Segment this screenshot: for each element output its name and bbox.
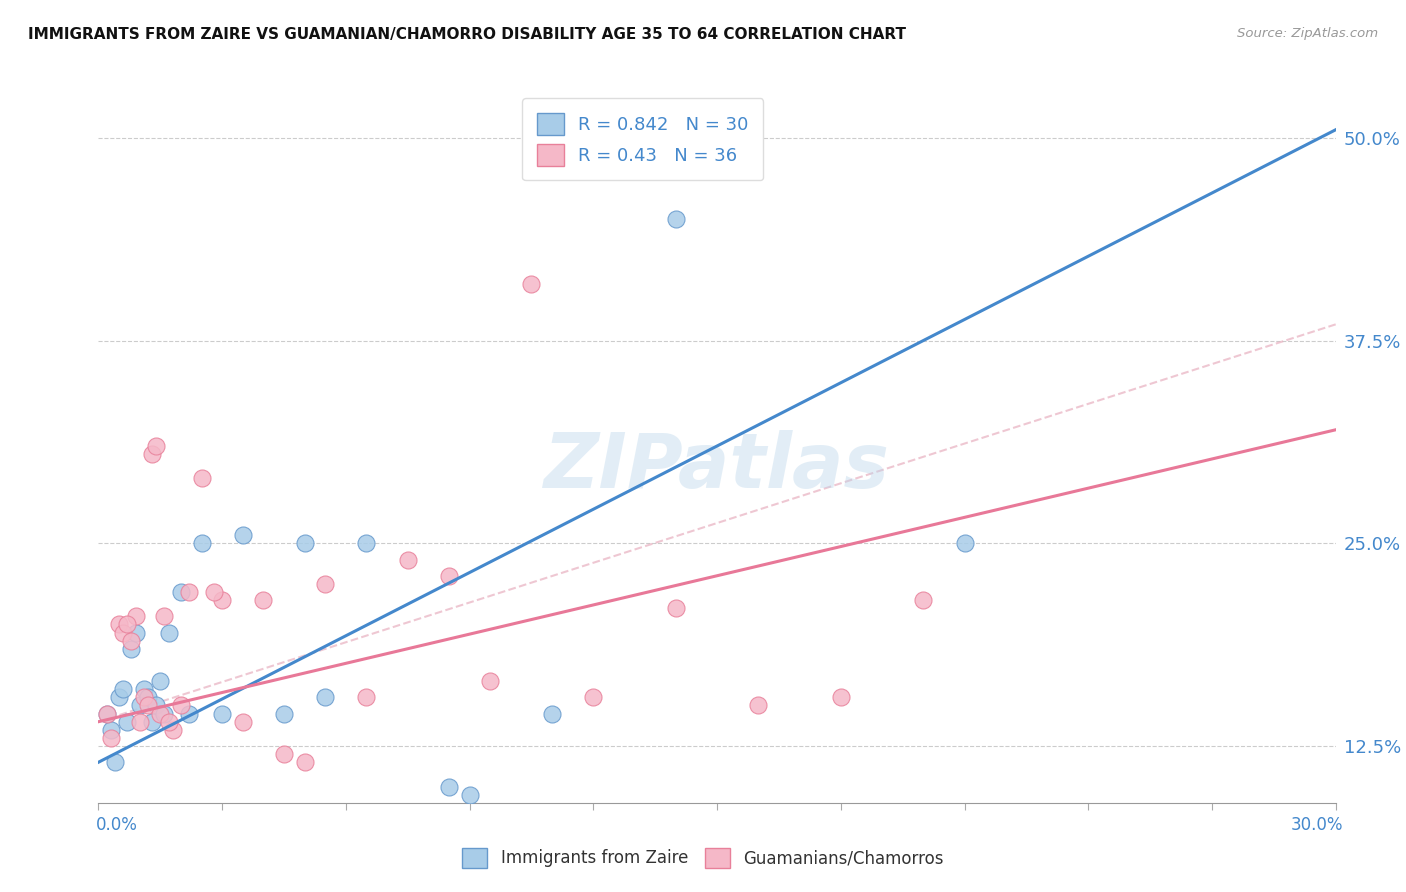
Point	[582, 690, 605, 705]
Text: 30.0%: 30.0%	[1291, 816, 1343, 834]
Point	[128, 714, 150, 729]
Text: 0.0%: 0.0%	[96, 816, 138, 834]
Point	[232, 528, 254, 542]
Legend: Immigrants from Zaire, Guamanians/Chamorros: Immigrants from Zaire, Guamanians/Chamor…	[456, 841, 950, 875]
Point	[141, 714, 163, 729]
Point	[396, 552, 419, 566]
Point	[153, 706, 176, 721]
Point	[108, 690, 131, 705]
Legend: R = 0.842   N = 30, R = 0.43   N = 36: R = 0.842 N = 30, R = 0.43 N = 36	[523, 98, 763, 180]
Point	[179, 585, 201, 599]
Point	[314, 690, 336, 705]
Point	[665, 211, 688, 226]
Point	[356, 690, 378, 705]
Point	[112, 682, 135, 697]
Point	[179, 706, 201, 721]
Point	[202, 585, 225, 599]
Point	[136, 698, 159, 713]
Point	[141, 447, 163, 461]
Point	[128, 698, 150, 713]
Point	[170, 585, 193, 599]
Point	[117, 714, 139, 729]
Point	[747, 698, 769, 713]
Point	[145, 439, 167, 453]
Point	[136, 690, 159, 705]
Point	[132, 682, 155, 697]
Point	[190, 536, 212, 550]
Point	[830, 690, 852, 705]
Point	[273, 706, 295, 721]
Point	[124, 609, 146, 624]
Point	[232, 714, 254, 729]
Point	[458, 788, 481, 802]
Point	[437, 780, 460, 794]
Point	[120, 633, 142, 648]
Point	[149, 674, 172, 689]
Point	[153, 609, 176, 624]
Point	[124, 625, 146, 640]
Point	[120, 641, 142, 656]
Point	[211, 593, 233, 607]
Text: IMMIGRANTS FROM ZAIRE VS GUAMANIAN/CHAMORRO DISABILITY AGE 35 TO 64 CORRELATION : IMMIGRANTS FROM ZAIRE VS GUAMANIAN/CHAMO…	[28, 27, 905, 42]
Point	[294, 536, 316, 550]
Point	[520, 277, 543, 291]
Point	[294, 756, 316, 770]
Point	[108, 617, 131, 632]
Point	[100, 731, 122, 745]
Point	[953, 536, 976, 550]
Point	[96, 706, 118, 721]
Point	[211, 706, 233, 721]
Text: ZIPatlas: ZIPatlas	[544, 431, 890, 504]
Text: Source: ZipAtlas.com: Source: ZipAtlas.com	[1237, 27, 1378, 40]
Point	[112, 625, 135, 640]
Point	[96, 706, 118, 721]
Point	[170, 698, 193, 713]
Point	[252, 593, 274, 607]
Point	[190, 471, 212, 485]
Point	[314, 577, 336, 591]
Point	[437, 568, 460, 582]
Point	[273, 747, 295, 761]
Point	[912, 593, 935, 607]
Point	[157, 625, 180, 640]
Point	[145, 698, 167, 713]
Point	[162, 723, 184, 737]
Point	[479, 674, 502, 689]
Point	[132, 690, 155, 705]
Point	[104, 756, 127, 770]
Point	[541, 706, 564, 721]
Point	[665, 601, 688, 615]
Point	[356, 536, 378, 550]
Point	[100, 723, 122, 737]
Point	[149, 706, 172, 721]
Point	[157, 714, 180, 729]
Point	[117, 617, 139, 632]
